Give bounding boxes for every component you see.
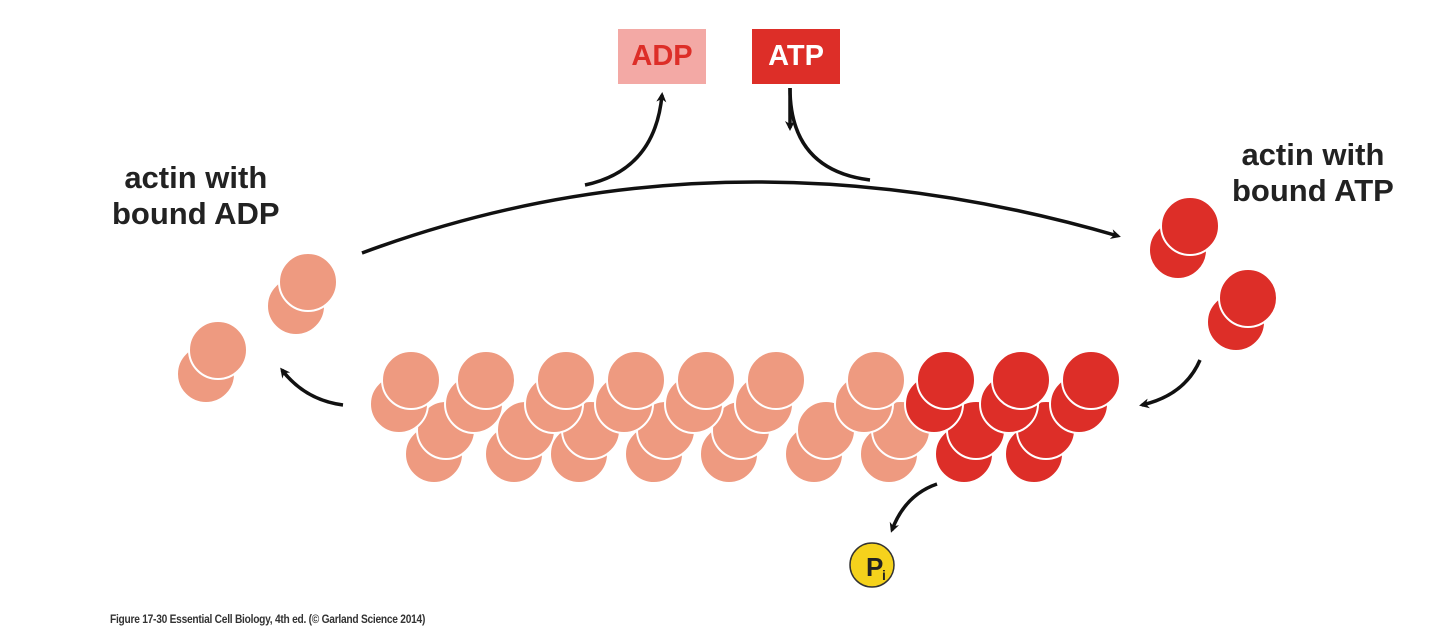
free-adp-actin	[266, 252, 338, 336]
filament-subunit	[369, 350, 441, 434]
filament-subunit	[524, 350, 596, 434]
filament-subunit	[1049, 350, 1121, 434]
pi-phosphate: P i	[849, 542, 895, 588]
polymerize-arrow	[1139, 359, 1202, 409]
atp-box: ATP	[752, 29, 840, 84]
filament-subunit	[834, 350, 906, 434]
adp-box: ADP	[618, 29, 706, 84]
adp-actin-label: actin with bound ADP	[112, 160, 280, 231]
pi-subscript: i	[882, 567, 886, 583]
filament-subunit	[904, 350, 976, 434]
free-atp-actin	[1206, 268, 1278, 352]
filament-subunit	[444, 350, 516, 434]
atp-actin-label: actin with bound ATP	[1232, 137, 1394, 208]
free-atp-actin	[1148, 196, 1220, 280]
pi-release-arrow	[889, 482, 938, 533]
filament-subunit	[734, 350, 806, 434]
atp-binding-arrow	[788, 87, 871, 182]
filament-subunit	[979, 350, 1051, 434]
free-adp-actin	[176, 320, 248, 404]
depolymerize-arrow	[280, 367, 344, 407]
main-arrow	[361, 180, 1121, 255]
filament-subunit	[664, 350, 736, 434]
pi-label: P	[866, 552, 883, 582]
figure-caption: Figure 17-30 Essential Cell Biology, 4th…	[110, 612, 426, 626]
adp-release-arrow	[584, 92, 667, 187]
filament-subunit	[594, 350, 666, 434]
